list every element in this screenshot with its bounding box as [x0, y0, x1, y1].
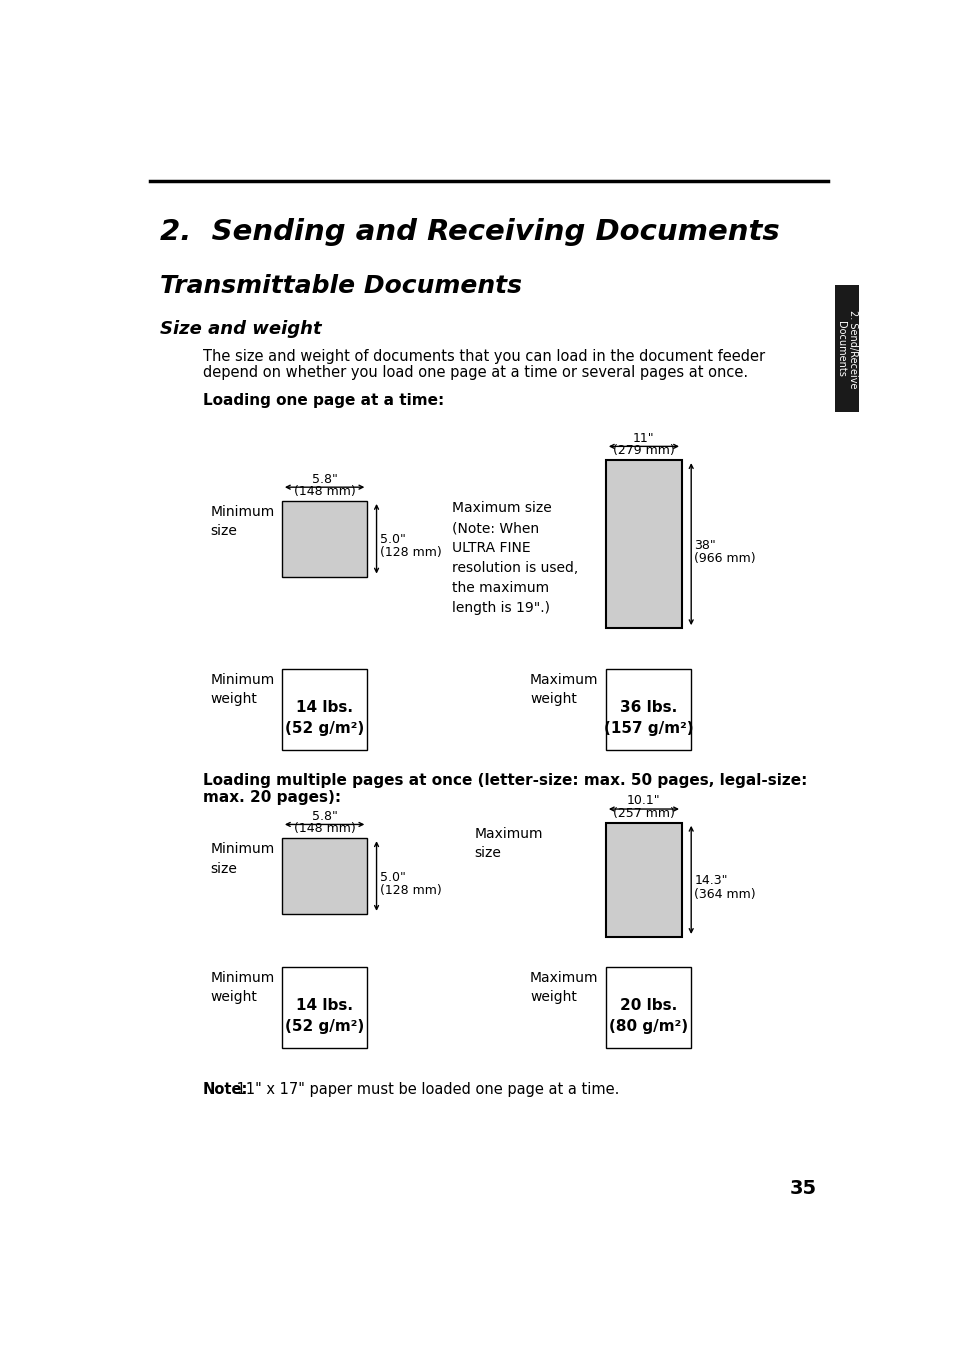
- Text: (364 mm): (364 mm): [694, 887, 755, 900]
- Text: Maximum
size: Maximum size: [474, 827, 542, 860]
- Text: 36 lbs.
(157 g/m²): 36 lbs. (157 g/m²): [603, 700, 693, 735]
- Text: (128 mm): (128 mm): [379, 884, 441, 896]
- Text: (128 mm): (128 mm): [379, 546, 441, 560]
- Text: Note:: Note:: [203, 1083, 248, 1098]
- Text: (148 mm): (148 mm): [294, 822, 355, 836]
- Bar: [605, 967, 691, 1048]
- Text: 11" x 17" paper must be loaded one page at a time.: 11" x 17" paper must be loaded one page …: [232, 1083, 618, 1098]
- Text: 5.8": 5.8": [312, 473, 337, 485]
- Bar: [282, 967, 367, 1048]
- Bar: [835, 285, 858, 412]
- Text: (279 mm): (279 mm): [613, 445, 674, 457]
- Text: Size and weight: Size and weight: [159, 320, 321, 338]
- Text: Minimum
weight: Minimum weight: [211, 673, 274, 706]
- Text: 14 lbs.
(52 g/m²): 14 lbs. (52 g/m²): [285, 700, 364, 735]
- Text: (257 mm): (257 mm): [613, 807, 674, 819]
- Text: 5.0": 5.0": [379, 871, 405, 884]
- Text: 2. Send/Receive
Documents: 2. Send/Receive Documents: [835, 310, 858, 388]
- Text: 5.0": 5.0": [379, 534, 405, 546]
- Text: Transmittable Documents: Transmittable Documents: [159, 274, 521, 297]
- Bar: [282, 669, 367, 750]
- Text: 2.  Sending and Receiving Documents: 2. Sending and Receiving Documents: [159, 218, 779, 246]
- Text: Maximum
weight: Maximum weight: [530, 673, 598, 706]
- Text: 14.3": 14.3": [694, 875, 727, 887]
- Text: Maximum size
(Note: When
ULTRA FINE
resolution is used,
the maximum
length is 19: Maximum size (Note: When ULTRA FINE reso…: [452, 502, 578, 615]
- Bar: [282, 838, 367, 914]
- Text: Minimum
size: Minimum size: [211, 842, 274, 876]
- Text: 38": 38": [694, 538, 716, 552]
- Text: depend on whether you load one page at a time or several pages at once.: depend on whether you load one page at a…: [203, 365, 747, 380]
- Bar: [605, 669, 691, 750]
- Text: 14 lbs.
(52 g/m²): 14 lbs. (52 g/m²): [285, 998, 364, 1034]
- Text: 11": 11": [633, 431, 654, 445]
- Text: max. 20 pages):: max. 20 pages):: [203, 790, 341, 804]
- Text: 10.1": 10.1": [626, 795, 660, 807]
- Text: (148 mm): (148 mm): [294, 485, 355, 498]
- Text: 20 lbs.
(80 g/m²): 20 lbs. (80 g/m²): [608, 998, 687, 1034]
- Bar: [605, 823, 681, 937]
- Text: (966 mm): (966 mm): [694, 552, 755, 565]
- Bar: [605, 460, 681, 629]
- Text: Loading one page at a time:: Loading one page at a time:: [203, 393, 444, 408]
- Text: The size and weight of documents that you can load in the document feeder: The size and weight of documents that yo…: [203, 349, 764, 364]
- Text: 35: 35: [789, 1179, 816, 1198]
- Text: Minimum
weight: Minimum weight: [211, 971, 274, 1005]
- Text: Maximum
weight: Maximum weight: [530, 971, 598, 1005]
- Text: Loading multiple pages at once (letter-size: max. 50 pages, legal-size:: Loading multiple pages at once (letter-s…: [203, 773, 806, 788]
- Text: Minimum
size: Minimum size: [211, 504, 274, 538]
- Bar: [282, 502, 367, 576]
- Text: 5.8": 5.8": [312, 810, 337, 823]
